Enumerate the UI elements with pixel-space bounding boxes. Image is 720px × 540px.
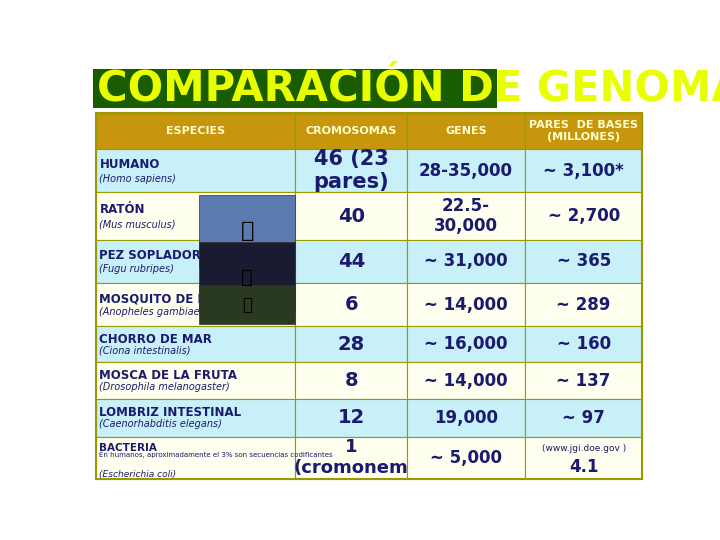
FancyBboxPatch shape [295,192,408,240]
FancyBboxPatch shape [408,399,525,436]
Text: PEZ SOPLADOR: PEZ SOPLADOR [99,249,202,262]
Text: MOSCA DE LA FRUTA: MOSCA DE LA FRUTA [99,369,238,382]
Text: (Anopheles gambiae): (Anopheles gambiae) [99,307,204,318]
Text: MOSQUITO DE MALARIA: MOSQUITO DE MALARIA [99,292,258,305]
FancyBboxPatch shape [96,399,295,436]
Text: ~ 14,000: ~ 14,000 [424,295,508,314]
FancyBboxPatch shape [93,69,498,109]
FancyBboxPatch shape [96,113,295,149]
Text: (Homo sapiens): (Homo sapiens) [99,173,176,184]
FancyBboxPatch shape [525,399,642,436]
FancyBboxPatch shape [408,240,525,283]
Text: CROMOSOMAS: CROMOSOMAS [305,126,397,136]
Text: COMPARACIÓN DE GENOMAS: COMPARACIÓN DE GENOMAS [97,68,720,110]
FancyBboxPatch shape [408,192,525,240]
FancyBboxPatch shape [96,240,295,283]
Text: PARES  DE BASES
(MILLONES): PARES DE BASES (MILLONES) [529,120,638,141]
Text: CHORRO DE MAR: CHORRO DE MAR [99,333,212,346]
Text: (Escherichia coli): (Escherichia coli) [99,470,176,479]
Text: ~ 5,000: ~ 5,000 [430,449,502,467]
Text: 🦟: 🦟 [242,295,252,314]
Text: 🐡: 🐡 [241,268,253,287]
Text: 22.5-
30,000: 22.5- 30,000 [434,197,498,235]
Text: 46 (23
pares): 46 (23 pares) [313,149,389,192]
FancyBboxPatch shape [295,149,408,192]
FancyBboxPatch shape [295,326,408,362]
Text: (Caenorhabditis elegans): (Caenorhabditis elegans) [99,420,222,429]
FancyBboxPatch shape [525,240,642,283]
Text: 40: 40 [338,207,365,226]
FancyBboxPatch shape [295,399,408,436]
FancyBboxPatch shape [295,113,408,149]
Text: ~ 289: ~ 289 [557,295,611,314]
Text: ~ 160: ~ 160 [557,335,611,353]
Text: ESPECIES: ESPECIES [166,126,225,136]
FancyBboxPatch shape [525,283,642,326]
FancyBboxPatch shape [525,192,642,240]
Text: 12: 12 [338,408,365,427]
FancyBboxPatch shape [408,283,525,326]
FancyBboxPatch shape [199,285,295,324]
FancyBboxPatch shape [408,436,525,478]
FancyBboxPatch shape [295,436,408,478]
FancyBboxPatch shape [199,242,295,313]
Text: ~ 97: ~ 97 [562,409,605,427]
Text: BACTERIA: BACTERIA [99,443,158,453]
FancyBboxPatch shape [96,436,295,478]
FancyBboxPatch shape [525,113,642,149]
Text: ~ 31,000: ~ 31,000 [424,252,508,271]
FancyBboxPatch shape [96,149,295,192]
Text: ~ 2,700: ~ 2,700 [547,207,620,225]
Text: ~ 365: ~ 365 [557,252,611,271]
Text: 28: 28 [338,335,365,354]
Text: 6: 6 [344,295,358,314]
FancyBboxPatch shape [408,362,525,399]
Text: LOMBRIZ INTESTINAL: LOMBRIZ INTESTINAL [99,406,242,419]
FancyBboxPatch shape [525,362,642,399]
FancyBboxPatch shape [408,326,525,362]
Text: HUMANO: HUMANO [99,158,160,171]
Text: ~ 3,100*: ~ 3,100* [544,162,624,180]
FancyBboxPatch shape [199,195,295,268]
Text: (Mus musculus): (Mus musculus) [99,220,176,229]
Text: (Ciona intestinalis): (Ciona intestinalis) [99,346,191,356]
Text: 19,000: 19,000 [434,409,498,427]
Text: 4.1: 4.1 [569,458,598,476]
Text: (www.jgi.doe.gov ): (www.jgi.doe.gov ) [541,444,626,453]
Text: (Drosophila melanogaster): (Drosophila melanogaster) [99,382,230,392]
FancyBboxPatch shape [408,113,525,149]
Text: ~ 16,000: ~ 16,000 [424,335,508,353]
Text: En humanos, aproximadamente el 3% son secuencias codificantes: En humanos, aproximadamente el 3% son se… [99,452,333,458]
FancyBboxPatch shape [525,326,642,362]
Text: (Fugu rubripes): (Fugu rubripes) [99,264,174,274]
FancyBboxPatch shape [96,192,295,240]
FancyBboxPatch shape [295,240,408,283]
FancyBboxPatch shape [525,149,642,192]
FancyBboxPatch shape [96,362,295,399]
FancyBboxPatch shape [96,283,295,326]
Text: GENES: GENES [445,126,487,136]
Text: 28-35,000: 28-35,000 [419,162,513,180]
FancyBboxPatch shape [525,436,642,478]
FancyBboxPatch shape [295,362,408,399]
Text: ~ 137: ~ 137 [557,372,611,389]
Text: 1
(cromonem: 1 (cromonem [294,438,409,477]
Text: 8: 8 [344,371,358,390]
Text: ~ 14,000: ~ 14,000 [424,372,508,389]
FancyBboxPatch shape [96,326,295,362]
Text: RATÓN: RATÓN [99,203,145,216]
Text: 🐟: 🐟 [240,221,254,241]
FancyBboxPatch shape [295,283,408,326]
FancyBboxPatch shape [408,149,525,192]
Text: 44: 44 [338,252,365,271]
